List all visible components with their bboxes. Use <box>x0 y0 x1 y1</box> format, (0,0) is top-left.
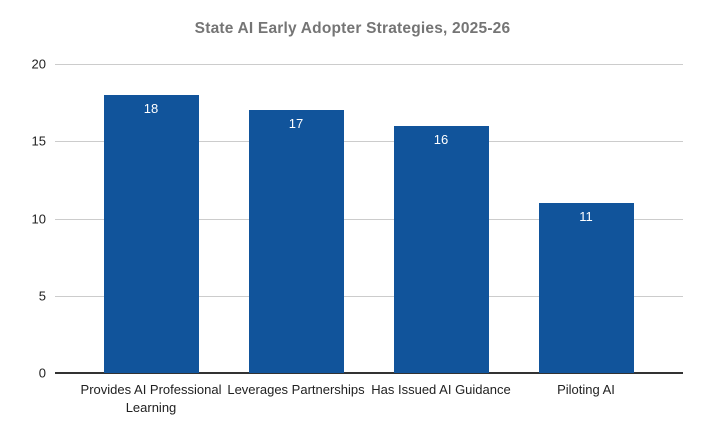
bar-1: 18 <box>103 94 199 373</box>
bar-value-label: 17 <box>288 116 304 132</box>
bar-4: 11 <box>538 203 634 373</box>
x-axis: Provides AI Professional Learning Leverag… <box>55 381 683 431</box>
chart-title: State AI Early Adopter Strategies, 2025-… <box>194 20 511 37</box>
y-tick-label-20: 20 <box>31 56 46 72</box>
bar-2: 17 <box>248 110 344 373</box>
x-tick-label: Has Issued AI Guidance <box>371 382 511 397</box>
bar-value-label: 18 <box>143 100 159 116</box>
x-tick-label: Piloting AI <box>557 382 615 397</box>
plot-area: 18 17 16 11 <box>55 64 683 374</box>
bar-value-label: 16 <box>433 131 449 147</box>
y-tick-label-0: 0 <box>38 365 46 381</box>
x-axis-baseline <box>55 372 683 374</box>
x-tick-label: Provides AI Professional Learning <box>80 382 222 415</box>
gridline-20 <box>55 64 683 65</box>
y-axis: 0 5 10 15 20 <box>0 57 46 381</box>
gridline-15 <box>55 141 683 143</box>
gridline-5 <box>55 295 683 297</box>
gridline-10 <box>55 218 683 220</box>
bar-3: 16 <box>393 125 489 373</box>
x-tick-label: Leverages Partnerships <box>227 382 365 397</box>
y-tick-label-15: 15 <box>31 133 46 149</box>
y-tick-label-10: 10 <box>31 211 46 226</box>
y-tick-label-5: 5 <box>38 288 46 304</box>
bar-value-label: 11 <box>579 209 593 225</box>
